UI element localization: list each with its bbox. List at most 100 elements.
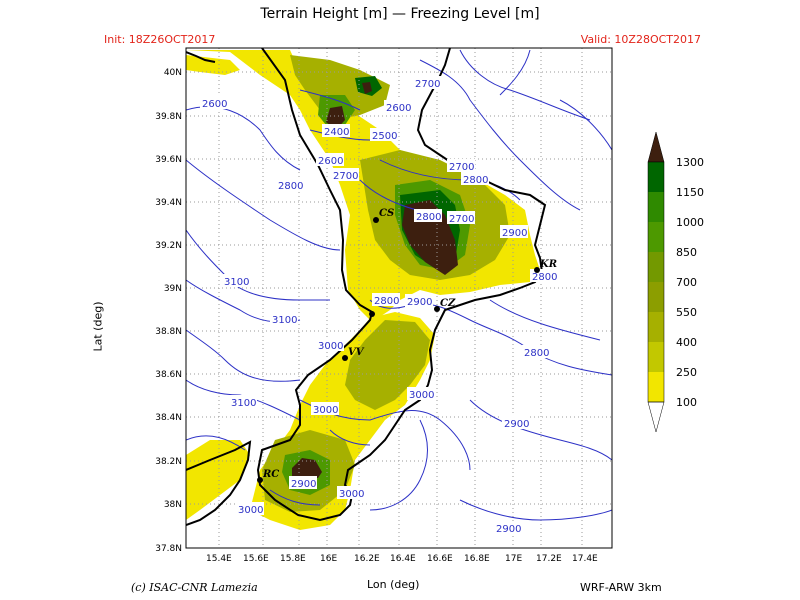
contour-label: 2800 [532, 272, 557, 283]
contour-label: 2900 [496, 524, 521, 535]
x-tick-label: 16.6E [427, 554, 453, 564]
contour-label: 3000 [313, 405, 338, 416]
x-tick-label: 16.2E [354, 554, 380, 564]
colorbar-band [648, 162, 664, 192]
y-tick-label: 40N [164, 68, 182, 78]
colorbar-label: 1300 [676, 156, 704, 169]
contour-label: 3000 [409, 390, 434, 401]
contour-label: 3000 [238, 505, 263, 516]
colorbar-band [648, 192, 664, 222]
terrain-fill-550-north [290, 55, 390, 120]
x-tick-label: 15.6E [243, 554, 269, 564]
city-marker-kr [534, 267, 540, 273]
contour-label: 3000 [318, 341, 343, 352]
city-marker-cz [434, 306, 440, 312]
contour-label: 2800 [463, 175, 488, 186]
x-tick-label: 17.2E [536, 554, 562, 564]
contour-label: 2700 [333, 171, 358, 182]
plot-frame [185, 47, 613, 549]
contour-label: 2600 [318, 156, 343, 167]
y-tick-label: 38.2N [155, 457, 182, 467]
contour-label: 2600 [202, 99, 227, 110]
contour-label: 2900 [407, 297, 432, 308]
city-marker-lamezia [369, 311, 375, 317]
contour-label: 2700 [449, 214, 474, 225]
terrain-layer [186, 50, 540, 530]
city-label-kr: KR [539, 259, 557, 270]
x-tick-label: 17E [505, 554, 522, 564]
city-label-cs: CS [379, 208, 394, 219]
contour-label: 2800 [278, 181, 303, 192]
contour-label: 2700 [449, 162, 474, 173]
contour-label: 2900 [291, 479, 316, 490]
city-markers: CS KR CZ VV RC [257, 208, 557, 483]
contour-label: 3000 [339, 489, 364, 500]
coastline [186, 48, 547, 526]
contour-labels: 2700 2600 2600 2400 2500 2600 2700 2700 … [200, 76, 558, 535]
colorbar-band [648, 252, 664, 282]
valid-time-label: Valid: 10Z28OCT2017 [580, 33, 701, 46]
x-axis-label: Lon (deg) [367, 578, 420, 591]
y-tick-label: 39.8N [155, 112, 182, 122]
y-tick-label: 37.8N [155, 544, 182, 554]
init-time-label: Init: 18Z26OCT2017 [104, 33, 216, 46]
city-marker-rc [257, 477, 263, 483]
terrain-fill-north-100 [186, 55, 240, 75]
y-axis-label: Lat (deg) [91, 301, 105, 352]
colorbar-label: 400 [676, 336, 697, 349]
contour-label: 2800 [374, 296, 399, 307]
city-label-cz: CZ [440, 298, 456, 309]
contour-label: 2500 [372, 131, 397, 142]
colorbar-band [648, 372, 664, 402]
contour-label: 3100 [231, 398, 256, 409]
contour-label: 2900 [502, 228, 527, 239]
y-tick-label: 38.8N [155, 327, 182, 337]
colorbar-label: 850 [676, 246, 697, 259]
y-tick-label: 39.4N [155, 198, 182, 208]
contour-label: 2800 [416, 212, 441, 223]
map-grid [186, 48, 612, 548]
colorbar-band [648, 222, 664, 252]
colorbar-band [648, 312, 664, 342]
x-tick-label: 15.8E [280, 554, 306, 564]
city-label-vv: VV [348, 347, 365, 358]
contour-label: 2400 [324, 127, 349, 138]
y-tick-label: 38.4N [155, 413, 182, 423]
y-tick-label: 38.6N [155, 370, 182, 380]
colorbar-band [648, 342, 664, 372]
contour-label: 2800 [524, 348, 549, 359]
contour-label: 2700 [415, 79, 440, 90]
colorbar-label: 1000 [676, 216, 704, 229]
x-tick-label: 15.4E [206, 554, 232, 564]
y-axis-ticks: 40N 39.8N 39.6N 39.4N 39.2N 39N 38.8N 38… [155, 68, 182, 554]
map-title: Terrain Height [m] — Freezing Level [m] [260, 6, 540, 22]
colorbar-bottom-triangle [647, 401, 665, 433]
credit-label: (c) ISAC-CNR Lamezia [131, 581, 258, 594]
city-marker-vv [342, 355, 348, 361]
colorbar-band [648, 282, 664, 312]
y-tick-label: 39.6N [155, 155, 182, 165]
contour-label: 2900 [504, 419, 529, 430]
city-label-rc: RC [262, 469, 279, 480]
y-tick-label: 38N [164, 500, 182, 510]
x-tick-label: 16E [320, 554, 337, 564]
contour-label: 3100 [272, 315, 297, 326]
y-tick-label: 39N [164, 284, 182, 294]
colorbar-label: 700 [676, 276, 697, 289]
model-label: WRF-ARW 3km [580, 581, 662, 594]
colorbar-label: 100 [676, 396, 697, 409]
peak-pollino-2 [362, 82, 372, 94]
colorbar-label: 250 [676, 366, 697, 379]
terrain-fill-550-south [345, 320, 430, 410]
x-tick-label: 16.4E [390, 554, 416, 564]
contour-label: 2600 [386, 103, 411, 114]
colorbar: 1300 1150 1000 850 700 550 400 250 100 [647, 131, 704, 433]
colorbar-label: 1150 [676, 186, 704, 199]
colorbar-top-triangle [647, 131, 665, 163]
y-tick-label: 39.2N [155, 241, 182, 251]
colorbar-label: 550 [676, 306, 697, 319]
x-tick-label: 17.4E [572, 554, 598, 564]
x-tick-label: 16.8E [464, 554, 490, 564]
x-axis-ticks: 15.4E 15.6E 15.8E 16E 16.2E 16.4E 16.6E … [206, 554, 598, 564]
